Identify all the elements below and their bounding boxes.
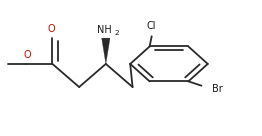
Polygon shape [102, 38, 110, 64]
Text: NH: NH [97, 25, 112, 35]
Text: 2: 2 [114, 30, 119, 36]
Text: Br: Br [212, 84, 223, 94]
Text: O: O [48, 24, 56, 34]
Text: Cl: Cl [146, 21, 156, 31]
Text: O: O [23, 50, 31, 60]
